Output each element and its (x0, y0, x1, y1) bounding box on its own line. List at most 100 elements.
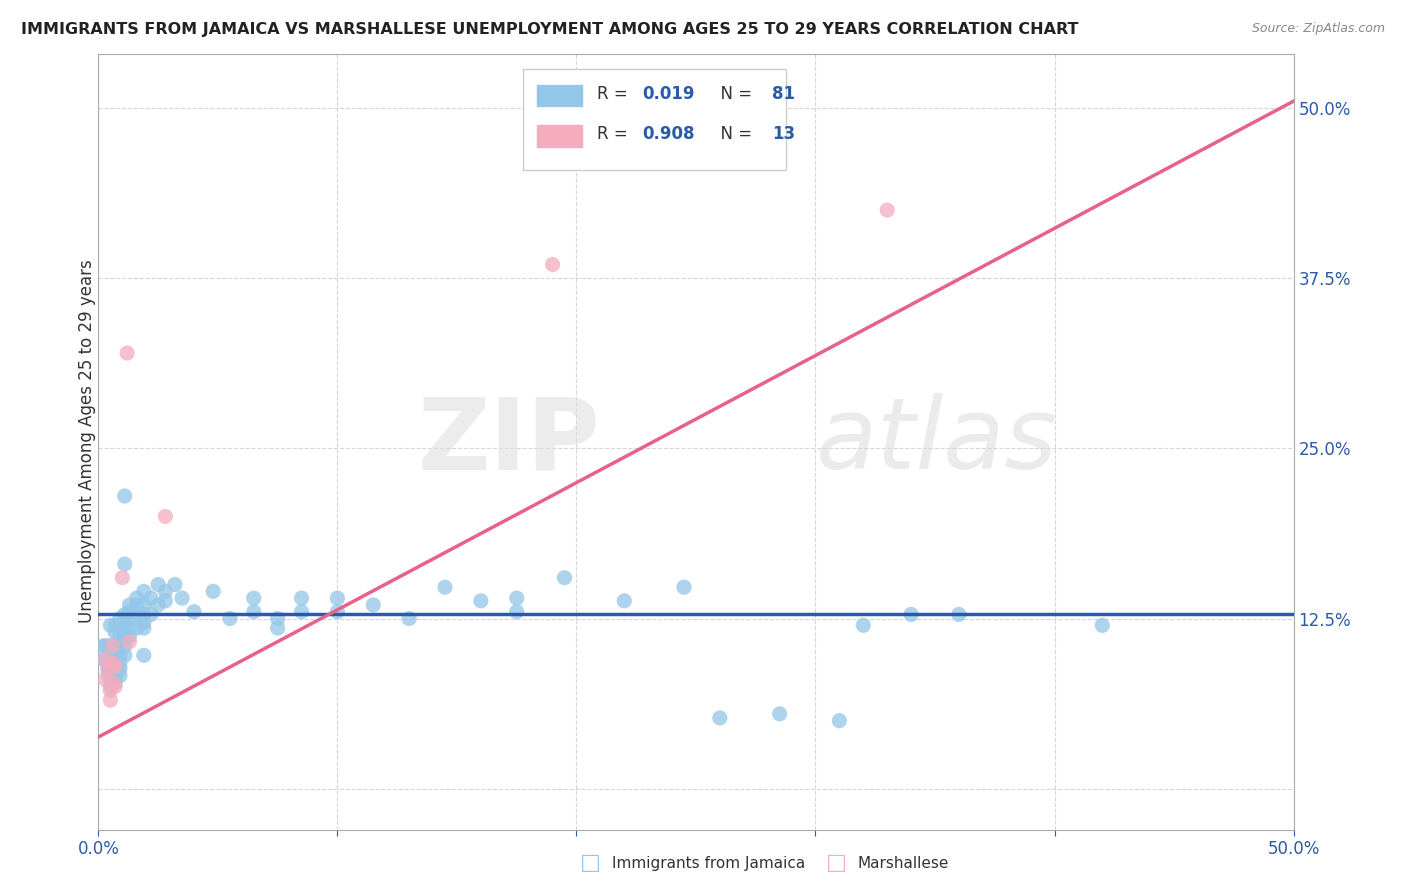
Point (132, 621, 155, 635)
Y-axis label: Unemployment Among Ages 25 to 29 years: Unemployment Among Ages 25 to 29 years (79, 260, 96, 624)
Point (876, 203, 898, 218)
Text: 0.019: 0.019 (643, 85, 695, 103)
Point (673, 580, 696, 594)
Point (506, 605, 529, 619)
Point (243, 605, 266, 619)
Point (111, 571, 134, 585)
Point (202, 584, 225, 599)
Point (219, 611, 242, 625)
Point (132, 615, 155, 630)
Point (326, 605, 349, 619)
Point (118, 598, 141, 612)
Text: IMMIGRANTS FROM JAMAICA VS MARSHALLESE UNEMPLOYMENT AMONG AGES 25 TO 29 YEARS CO: IMMIGRANTS FROM JAMAICA VS MARSHALLESE U… (21, 22, 1078, 37)
Point (114, 618, 136, 632)
Point (104, 618, 127, 632)
Point (155, 594, 177, 608)
Point (101, 639, 124, 653)
Text: Marshallese: Marshallese (858, 856, 949, 871)
Point (98, 618, 122, 632)
Point (101, 657, 124, 671)
Text: □: □ (827, 854, 846, 873)
Point (98, 680, 122, 694)
Text: N =: N = (710, 85, 758, 103)
Point (114, 489, 136, 503)
Point (94, 652, 117, 666)
Point (125, 598, 148, 612)
Point (118, 621, 141, 635)
Text: Immigrants from Jamaica: Immigrants from Jamaica (612, 856, 804, 871)
Point (108, 621, 131, 635)
Point (267, 611, 290, 625)
Point (104, 675, 127, 690)
Point (108, 611, 131, 625)
Point (115, 346, 138, 360)
Point (114, 625, 136, 640)
Point (948, 607, 970, 622)
Point (768, 706, 790, 721)
Point (98, 652, 122, 666)
Point (132, 607, 155, 622)
Point (554, 571, 576, 585)
Point (613, 594, 636, 608)
Point (114, 648, 136, 663)
Point (132, 598, 155, 612)
Text: 0.908: 0.908 (643, 125, 695, 144)
Point (97, 665, 120, 680)
Point (363, 598, 385, 612)
Point (541, 258, 564, 272)
Text: atlas: atlas (815, 393, 1057, 490)
Text: R =: R = (596, 85, 633, 103)
Text: N =: N = (710, 125, 758, 144)
Point (114, 607, 136, 622)
Point (828, 714, 851, 728)
Point (118, 611, 141, 625)
Point (104, 680, 127, 694)
Point (155, 509, 177, 524)
Bar (537, 125, 582, 146)
Text: ZIP: ZIP (418, 393, 600, 490)
Point (98, 673, 122, 687)
Bar (537, 85, 582, 106)
Point (398, 611, 420, 625)
Point (506, 591, 529, 606)
Point (139, 591, 162, 606)
Point (104, 646, 127, 660)
Point (243, 591, 266, 606)
Text: □: □ (581, 854, 600, 873)
Point (97, 662, 120, 676)
Point (104, 625, 127, 640)
FancyBboxPatch shape (523, 69, 786, 170)
Point (148, 598, 170, 612)
Point (118, 629, 141, 643)
Point (155, 584, 177, 599)
Point (163, 577, 186, 591)
Text: 13: 13 (772, 125, 796, 144)
Point (852, 618, 875, 632)
Point (709, 711, 731, 725)
Point (97, 652, 120, 666)
Text: R =: R = (596, 125, 633, 144)
Point (118, 605, 141, 619)
Text: 81: 81 (772, 85, 796, 103)
Point (291, 605, 314, 619)
Point (91, 652, 114, 666)
Point (125, 621, 148, 635)
Point (98, 646, 122, 660)
Point (101, 675, 124, 690)
Point (98, 665, 122, 680)
Point (267, 621, 290, 635)
Point (98, 693, 122, 707)
Point (114, 632, 136, 646)
Point (900, 607, 922, 622)
Point (139, 607, 162, 622)
Point (118, 634, 141, 648)
Point (104, 652, 127, 666)
Point (108, 648, 131, 663)
Point (172, 591, 194, 606)
Point (132, 584, 155, 599)
Point (94, 639, 117, 653)
Point (434, 580, 457, 594)
Point (326, 591, 349, 606)
Point (114, 557, 136, 571)
Point (98, 683, 122, 698)
